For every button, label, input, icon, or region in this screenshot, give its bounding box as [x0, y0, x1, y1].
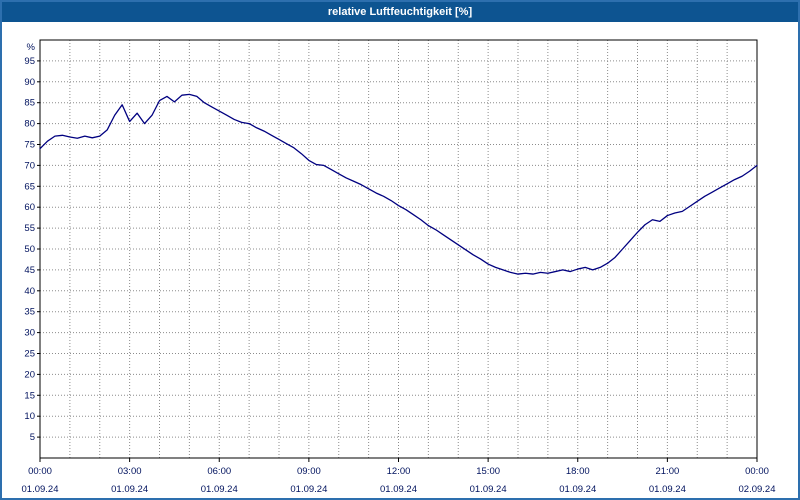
- x-tick-time: 21:00: [655, 466, 679, 477]
- svg-text:80: 80: [24, 119, 35, 130]
- svg-text:15: 15: [24, 390, 35, 401]
- x-tick-time: 09:00: [297, 466, 321, 477]
- svg-text:70: 70: [24, 160, 35, 171]
- svg-text:75: 75: [24, 140, 35, 151]
- y-axis-unit: %: [27, 42, 36, 53]
- title-bar: relative Luftfeuchtigkeit [%]: [2, 2, 798, 22]
- x-tick-time: 12:00: [387, 466, 411, 477]
- chart-title: relative Luftfeuchtigkeit [%]: [327, 6, 473, 18]
- x-tick-date: 01.09.24: [111, 484, 148, 495]
- svg-text:50: 50: [24, 244, 35, 255]
- svg-text:90: 90: [24, 77, 35, 88]
- x-tick-date: 01.09.24: [559, 484, 596, 495]
- svg-text:30: 30: [24, 328, 35, 339]
- svg-text:20: 20: [24, 369, 35, 380]
- x-tick-time: 00:00: [745, 466, 769, 477]
- chart-container: 5 10 15 20 25 30 35 40 45 50 55 60 65 70 75 80 85 90 95% 00…: [2, 22, 798, 498]
- humidity-series-line: [39, 93, 758, 275]
- x-tick-date: 01.09.24: [649, 484, 686, 495]
- svg-text:55: 55: [24, 223, 35, 234]
- x-tick-time: 18:00: [566, 466, 590, 477]
- svg-text:10: 10: [24, 411, 35, 422]
- svg-text:5: 5: [30, 432, 35, 443]
- x-tick-date: 02.09.24: [739, 484, 776, 495]
- grid-lines: [40, 40, 757, 458]
- svg-text:40: 40: [24, 286, 35, 297]
- svg-text:60: 60: [24, 202, 35, 213]
- svg-text:25: 25: [24, 349, 35, 360]
- x-axis-labels: 00:00 01.09.24 03:00 01.09.24 06:00 01.09.24 0…: [22, 466, 776, 495]
- x-tick-time: 15:00: [476, 466, 500, 477]
- svg-text:95: 95: [24, 56, 35, 67]
- svg-text:65: 65: [24, 181, 35, 192]
- y-axis-labels: 5 10 15 20 25 30 35 40 45 50 55 60 65 70 75 80 85 90 95%: [24, 42, 35, 443]
- axis-ticks: [37, 60, 758, 462]
- svg-text:35: 35: [24, 307, 35, 318]
- x-tick-time: 06:00: [207, 466, 231, 477]
- x-tick-date: 01.09.24: [470, 484, 507, 495]
- x-tick-time: 00:00: [28, 466, 52, 477]
- svg-text:45: 45: [24, 265, 35, 276]
- x-tick-time: 03:00: [118, 466, 142, 477]
- humidity-line-chart: 5 10 15 20 25 30 35 40 45 50 55 60 65 70 75 80 85 90 95% 00…: [22, 39, 776, 495]
- x-tick-date: 01.09.24: [290, 484, 327, 495]
- x-tick-date: 01.09.24: [201, 484, 238, 495]
- svg-text:85: 85: [24, 98, 35, 109]
- x-tick-date: 01.09.24: [380, 484, 417, 495]
- x-tick-date: 01.09.24: [22, 484, 59, 495]
